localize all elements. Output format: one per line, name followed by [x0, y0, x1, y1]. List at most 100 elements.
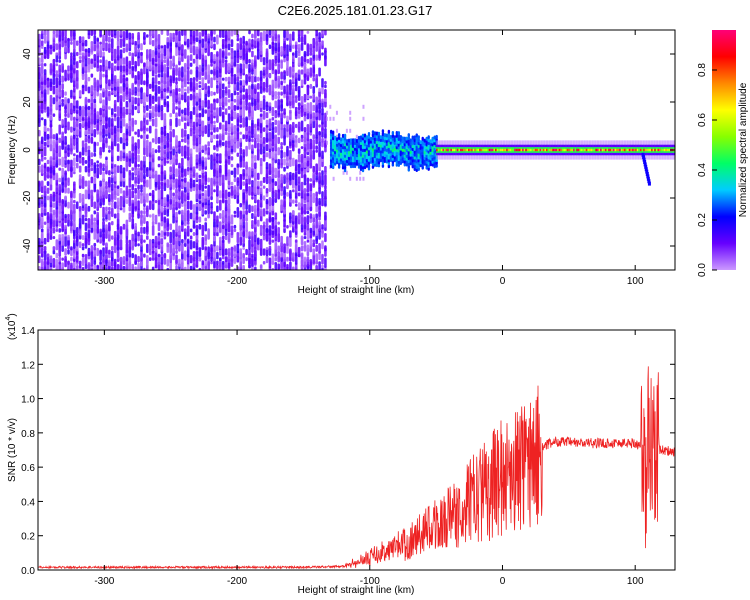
heat-cell-1441 [151, 138, 155, 143]
heat-cell-4216 [427, 138, 430, 143]
heat-cell-2311 [219, 30, 222, 38]
heat-cell-1351 [143, 80, 146, 86]
heat-cell-1913 [189, 200, 193, 210]
heat-cell-3336 [300, 69, 304, 75]
heat-cell-1033 [116, 54, 120, 61]
heat-cell-3287 [297, 121, 301, 131]
heat-cell-2714 [251, 96, 254, 105]
heat-cell-3289 [297, 109, 301, 115]
heat-cell-3763 [345, 156, 349, 161]
heat-cell-1519 [157, 44, 161, 50]
heat-cell-102 [43, 118, 47, 126]
heat-cell-271 [58, 167, 62, 171]
heat-cell-695 [90, 41, 94, 53]
heat-cell-1632 [166, 66, 170, 78]
heat-cell-4071 [401, 147, 405, 152]
heat-cell-930 [110, 202, 114, 209]
heat-cell-4302 [452, 148, 455, 152]
heat-cell-4658 [593, 148, 596, 152]
heat-cell-999 [116, 264, 120, 270]
heat-cell-3920 [373, 139, 377, 144]
heat-cell-2835 [262, 248, 266, 256]
heat-cell-1291 [140, 249, 143, 262]
heat-cell-3977 [383, 138, 387, 143]
heat-cell-4090 [405, 151, 409, 156]
heat-cell-2510 [236, 127, 240, 132]
heat-cell-2094 [201, 46, 205, 55]
heat-cell-1840 [183, 204, 187, 214]
heat-cell-507 [75, 137, 79, 144]
heat-cell-563 [81, 193, 85, 203]
heat-cell-3524 [315, 103, 318, 113]
heat-cell-4045 [397, 162, 401, 167]
heat-cell-3884 [367, 146, 371, 151]
heat-cell-1763 [178, 201, 181, 209]
heat-cell-2731 [254, 246, 257, 258]
heat-cell-3476 [312, 171, 316, 181]
heat-cell-4838 [665, 148, 668, 152]
heat-cell-2595 [242, 151, 245, 158]
heat-cell-2338 [221, 89, 225, 98]
heat-cell-355 [64, 158, 67, 166]
heat-cell-1202 [131, 107, 135, 116]
heat-cell-2812 [259, 157, 263, 167]
heat-cell-802 [99, 59, 102, 64]
heat-cell-2351 [224, 235, 228, 241]
heat-cell-1104 [122, 47, 126, 54]
heat-cell-3923 [373, 131, 377, 136]
heat-cell-1271 [137, 129, 140, 138]
heat-cell-3329 [300, 120, 304, 132]
heat-cell-3335 [300, 79, 304, 87]
heat-cell-2680 [248, 38, 251, 48]
heat-cell-1645 [169, 223, 172, 231]
heat-cell-2943 [271, 187, 275, 194]
heat-cell-2517 [236, 95, 240, 107]
heat-cell-302 [61, 257, 64, 261]
heat-cell-1937 [189, 42, 193, 52]
heat-cell-1904 [186, 55, 190, 68]
heat-cell-3262 [294, 95, 298, 100]
heat-cell-4534 [544, 148, 547, 152]
heat-cell-621 [84, 48, 88, 53]
heat-cell-4863 [643, 162, 647, 167]
heat-cell-1683 [172, 215, 175, 224]
heat-cell-727 [93, 98, 97, 104]
heat-cell-4869 [646, 176, 650, 181]
heat-cell-634 [87, 187, 91, 194]
heat-cell-3680 [329, 135, 333, 140]
heat-cell-4105 [407, 141, 410, 146]
heat-cell-3208 [292, 157, 295, 167]
heat-cell-4098 [407, 161, 410, 166]
heat-cell-1756 [178, 258, 181, 267]
heat-cell-3195 [292, 266, 295, 270]
heat-cell-3260 [294, 106, 298, 117]
heat-cell-3311 [300, 245, 304, 252]
heat-cell-3046 [277, 52, 281, 63]
heat-cell-4646 [589, 148, 592, 152]
heat-cell-3204 [292, 199, 295, 204]
heat-cell-1393 [148, 200, 152, 211]
heat-cell-3816 [355, 141, 359, 146]
heat-cell-3950 [379, 152, 383, 157]
heat-cell-4282 [444, 148, 447, 152]
heat-cell-2861 [265, 247, 269, 257]
heat-cell-2313 [221, 260, 225, 265]
heat-cell-998 [113, 30, 117, 36]
heat-cell-2392 [227, 221, 231, 233]
heat-cell-2979 [274, 224, 278, 237]
heat-cell-927 [110, 235, 114, 240]
heat-cell-3808 [353, 138, 357, 143]
heat-cell-2503 [236, 177, 240, 183]
heat-cell-3646 [335, 134, 338, 139]
heat-cell-4810 [654, 148, 657, 152]
heat-cell-1153 [128, 206, 132, 212]
heat-cell-3454 [309, 102, 313, 114]
heat-cell-4136 [413, 146, 416, 151]
heat-cell-3733 [339, 143, 343, 148]
heat-cell-1323 [143, 253, 146, 258]
heat-cell-3841 [361, 168, 365, 173]
heat-cell-1040 [119, 256, 123, 262]
heat-cell-969 [113, 236, 117, 246]
heat-cell-2685 [251, 253, 254, 258]
